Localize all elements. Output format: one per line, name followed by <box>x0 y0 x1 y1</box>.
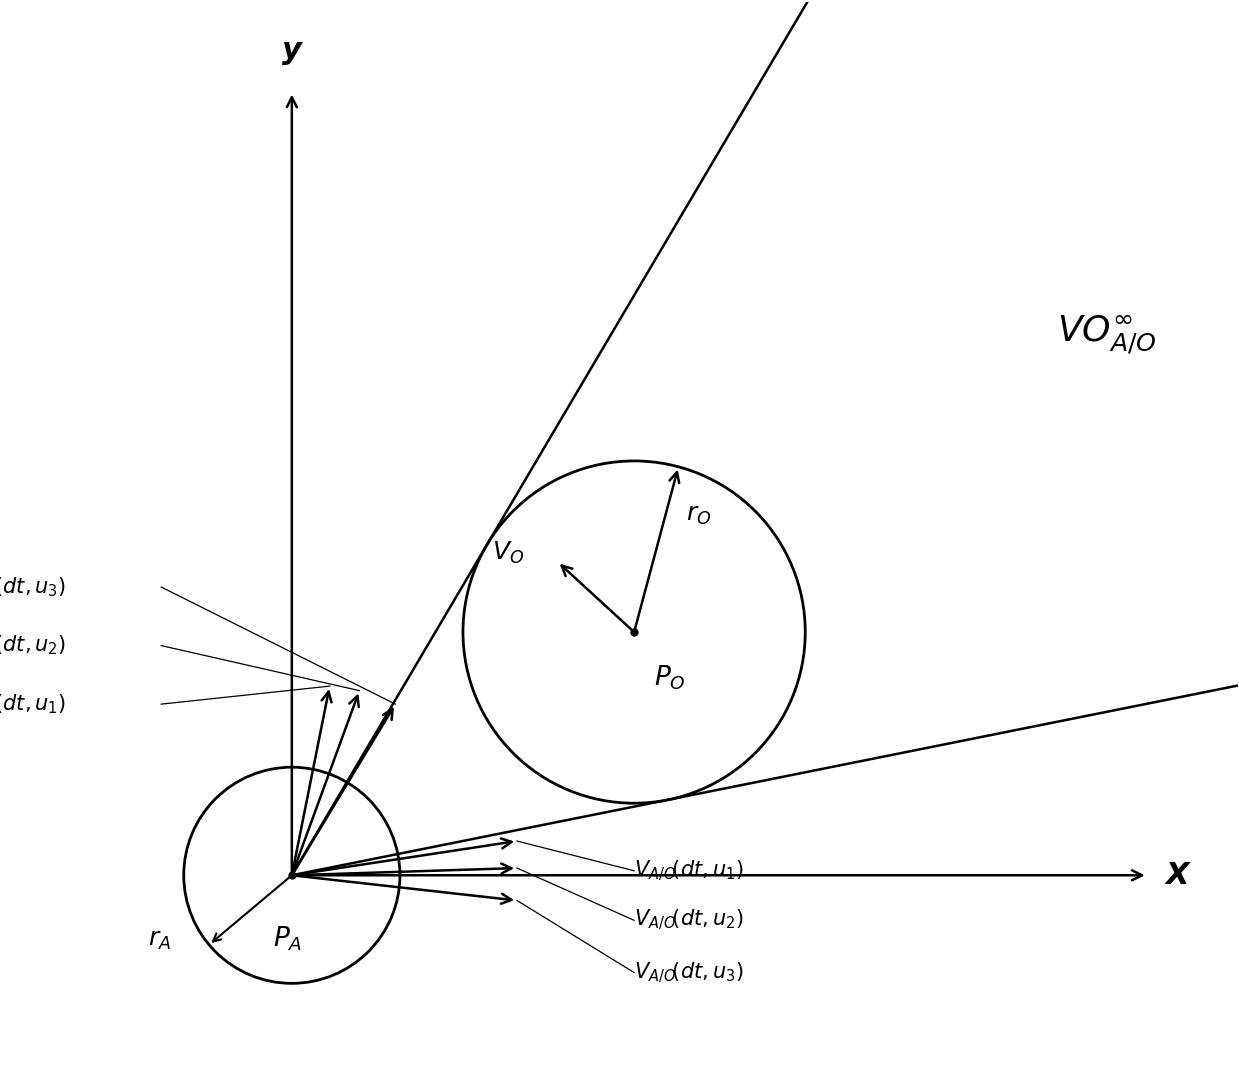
Text: $V_A\!\left(dt,u_3\right)$: $V_A\!\left(dt,u_3\right)$ <box>0 576 67 598</box>
Text: $V_{A/O}\!\left(dt,u_3\right)$: $V_{A/O}\!\left(dt,u_3\right)$ <box>634 960 743 984</box>
Text: X: X <box>1166 861 1189 890</box>
Text: $V_A\!\left(dt,u_2\right)$: $V_A\!\left(dt,u_2\right)$ <box>0 634 67 657</box>
Text: $P_O$: $P_O$ <box>654 663 685 692</box>
Text: $V_O$: $V_O$ <box>492 540 524 566</box>
Text: $\mathit{VO}^{\infty}_{A/O}$: $\mathit{VO}^{\infty}_{A/O}$ <box>1057 313 1157 357</box>
Text: y: y <box>282 36 302 65</box>
Text: $P_A$: $P_A$ <box>273 925 302 953</box>
Text: $V_{A/O}\!\left(dt,u_2\right)$: $V_{A/O}\!\left(dt,u_2\right)$ <box>634 908 743 932</box>
Text: $V_{A/O}\!\left(dt,u_1\right)$: $V_{A/O}\!\left(dt,u_1\right)$ <box>634 859 743 882</box>
Text: $r_A$: $r_A$ <box>147 928 171 952</box>
Text: $r_O$: $r_O$ <box>686 503 711 527</box>
Text: $V_A\!\left(dt,u_1\right)$: $V_A\!\left(dt,u_1\right)$ <box>0 693 67 715</box>
